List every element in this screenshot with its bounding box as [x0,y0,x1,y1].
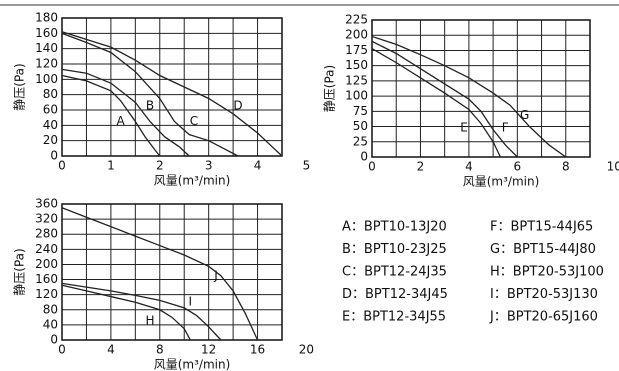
x-tick-label: 5 [303,159,311,173]
y-tick-label: 0 [50,333,58,347]
y-tick-label: 0 [50,149,58,163]
x-tick-label: 8 [156,343,164,357]
y-tick-label: 120 [35,57,58,71]
y-tick-label: 0 [360,150,368,164]
model-entry: B：BPT10-23J25 [342,242,447,257]
x-tick-label: 8 [562,160,570,174]
y-tick-label: 40 [43,317,58,331]
y-tick-label: 60 [43,103,58,117]
model-entry: J：BPT20-65J160 [489,310,598,325]
y-tick-label: 240 [35,242,58,256]
model-entry: H：BPT20-53J100 [490,265,604,280]
x-tick-label: 0 [58,159,66,173]
x-tick-label: 3 [205,159,213,173]
y-tick-label: 200 [35,257,58,271]
x-tick-label: 12 [201,343,216,357]
plot-frame [61,17,283,157]
curve-label: G [520,108,529,122]
curve [61,282,222,341]
curve [61,207,259,341]
y-tick-label: 150 [345,58,368,72]
model-entry: E：BPT12-34J55 [342,310,446,325]
x-tick-label: 0 [368,160,376,174]
x-tick-label: 2 [156,159,164,173]
y-tick-label: 175 [345,43,368,57]
model-entry: G：BPT15-44J80 [490,242,596,257]
y-tick-label: 180 [35,11,58,25]
y-tick-label: 360 [35,197,58,211]
x-tick-label: 4 [465,160,473,174]
x-axis-label: 风量(m³/min) [463,175,540,189]
x-axis-label: 风量(m³/min) [154,174,231,188]
model-entry: I：BPT20-53J130 [490,287,598,302]
curve [61,74,161,157]
curve [61,32,239,157]
y-axis-label: 静压(Pa) [13,248,27,295]
x-tick-label: 2 [417,160,425,174]
curve-label: C [190,114,198,128]
curve-label: A [117,114,126,128]
model-entry: F：BPT15-44J65 [490,220,593,235]
y-tick-label: 100 [345,89,368,103]
y-tick-label: 280 [35,227,58,241]
y-axis-label: 静压(Pa) [13,63,27,110]
x-tick-label: 4 [254,159,262,173]
y-tick-label: 75 [353,104,368,118]
y-axis-label: 静压(Pa) [323,65,337,112]
curve [371,48,501,158]
curve [371,35,567,158]
curve-label: E [460,120,468,134]
y-tick-label: 120 [35,287,58,301]
y-tick-label: 200 [345,28,368,42]
curve-label: F [502,120,509,134]
x-tick-label: 16 [250,343,265,357]
curve-label: B [146,99,154,113]
curve-label: D [233,99,242,113]
y-tick-label: 25 [353,134,368,148]
y-tick-label: 140 [35,41,58,55]
y-tick-label: 40 [43,118,58,132]
y-tick-label: 225 [345,13,368,27]
y-tick-label: 160 [35,26,58,40]
y-tick-label: 20 [43,133,58,147]
y-tick-label: 80 [43,87,58,101]
curve-label: J [213,268,218,282]
x-tick-label: 10 [607,160,619,174]
y-tick-label: 50 [353,119,368,133]
y-tick-label: 125 [345,73,368,87]
curve [61,68,190,157]
model-entry: D：BPT12-34J45 [342,287,448,302]
curve-label: I [189,295,193,309]
model-entry: C：BPT12-24J35 [342,265,447,280]
x-axis-label: 风量(m³/min) [154,358,231,371]
plot-frame [371,19,591,158]
x-tick-label: 6 [514,160,522,174]
x-tick-label: 1 [107,159,115,173]
curve [61,31,283,157]
y-tick-label: 320 [35,212,58,226]
y-tick-label: 80 [43,302,58,316]
curve [371,40,518,158]
y-tick-label: 100 [35,72,58,86]
y-tick-label: 160 [35,272,58,286]
curve [61,284,191,341]
x-tick-label: 4 [107,343,115,357]
plot-frame [61,203,283,341]
x-tick-label: 20 [299,343,314,357]
x-tick-label: 0 [58,343,66,357]
model-entry: A：BPT10-13J20 [342,220,447,235]
curve-label: H [145,314,154,328]
